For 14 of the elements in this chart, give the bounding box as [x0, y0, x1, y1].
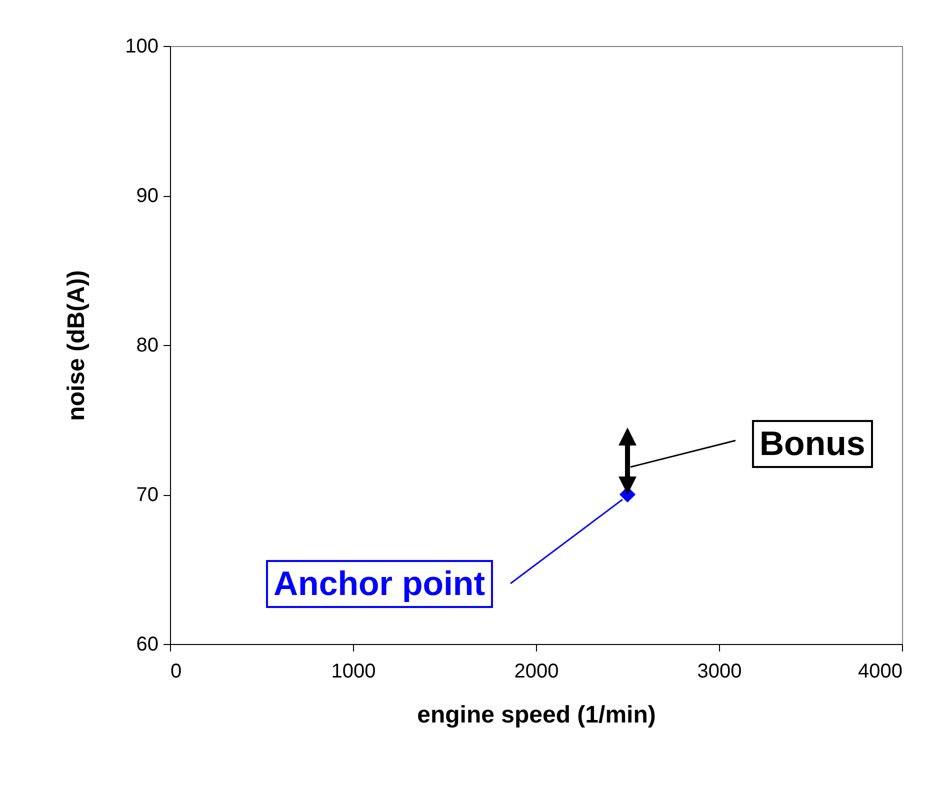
x-tick-label: 1000 [331, 660, 376, 682]
y-axis-title: noise (dB(A)) [63, 270, 90, 421]
y-tick-label: 100 [125, 36, 158, 58]
x-tick-label: 4000 [858, 660, 902, 682]
y-tick-label: 60 [136, 634, 158, 656]
y-tick-label: 70 [136, 484, 158, 506]
x-tick-label: 3000 [697, 660, 742, 682]
annotation: Anchor point [266, 560, 494, 608]
annotation: Bonus [752, 420, 874, 468]
x-tick-label: 0 [170, 660, 182, 682]
y-tick-label: 80 [136, 334, 158, 356]
x-axis-title: engine speed (1/min) [417, 702, 656, 728]
y-tick-label: 90 [136, 185, 158, 207]
x-tick-label: 2000 [514, 660, 559, 682]
